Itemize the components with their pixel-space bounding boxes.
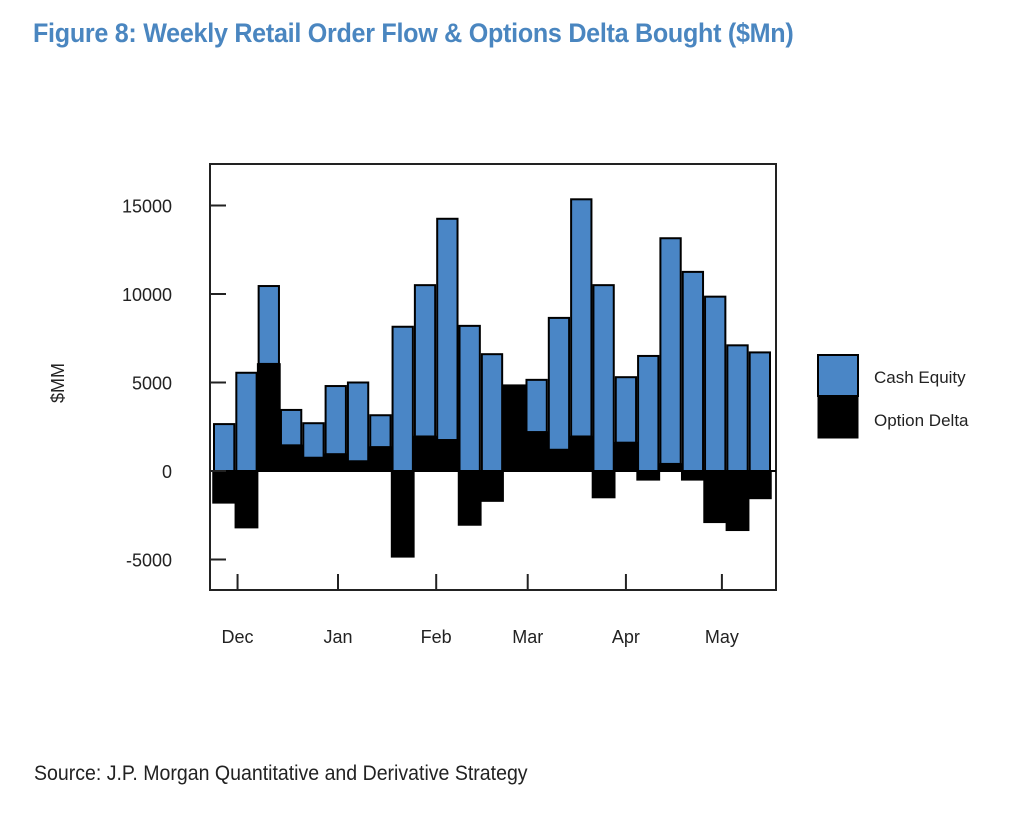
bar-option-delta: [636, 470, 661, 481]
bar-option-delta: [390, 470, 415, 558]
bar-option-delta: [480, 470, 504, 502]
bar-cash-equity: [413, 284, 437, 438]
bars-group: [212, 198, 772, 558]
bar-option-delta: [435, 439, 460, 472]
y-tick-label: 0: [162, 462, 172, 482]
bar-option-delta: [614, 441, 638, 472]
legend-label-cash-equity: Cash Equity: [874, 368, 966, 387]
x-tick-label: Dec: [222, 627, 254, 647]
bar-option-delta: [457, 470, 482, 526]
bar-option-delta: [301, 456, 326, 472]
bar-option-delta: [747, 470, 772, 500]
bar-option-delta: [591, 470, 616, 499]
y-axis-label: $MM: [48, 363, 68, 403]
bar-option-delta: [279, 444, 304, 472]
bar-option-delta: [368, 446, 393, 472]
bar-cash-equity: [346, 381, 370, 463]
bar-cash-equity: [213, 423, 236, 472]
bar-cash-equity: [324, 385, 347, 456]
bar-cash-equity: [659, 237, 682, 465]
bar-option-delta: [346, 460, 370, 472]
bar-cash-equity: [369, 414, 392, 449]
bar-cash-equity: [279, 408, 303, 447]
bar-cash-equity: [257, 285, 280, 365]
bar-cash-equity: [748, 351, 771, 472]
bar-option-delta: [680, 470, 705, 481]
y-tick-label: 15000: [122, 197, 172, 217]
bar-option-delta: [547, 449, 571, 472]
bar-cash-equity: [592, 284, 615, 472]
bar-cash-equity: [726, 344, 749, 472]
plot-frame: [209, 163, 777, 591]
legend-label-option-delta: Option Delta: [874, 411, 969, 430]
bar-option-delta: [658, 463, 683, 472]
bar-option-delta: [413, 435, 437, 472]
bar-option-delta: [212, 470, 237, 504]
chart-title: Figure 8: Weekly Retail Order Flow & Opt…: [33, 18, 794, 48]
bar-option-delta: [524, 431, 549, 472]
bar-cash-equity: [681, 270, 705, 472]
x-tick-label: Mar: [512, 627, 543, 647]
bar-option-delta: [569, 435, 594, 472]
y-tick-label: -5000: [126, 551, 172, 571]
bar-cash-equity: [614, 376, 638, 444]
bar-cash-equity: [436, 217, 459, 442]
bar-cash-equity: [525, 378, 548, 434]
y-tick-label: 5000: [132, 374, 172, 394]
bar-option-delta: [234, 470, 259, 529]
x-axis: Dec Jan Feb Mar Apr May: [222, 574, 739, 647]
bar-cash-equity: [235, 371, 258, 473]
x-tick-label: May: [705, 627, 739, 647]
bar-option-delta: [323, 453, 348, 472]
legend: Cash Equity Option Delta: [817, 354, 969, 439]
source-note: Source: J.P. Morgan Quantitative and Der…: [34, 762, 528, 785]
bar-option-delta: [703, 470, 728, 524]
bar-option-delta: [256, 363, 281, 472]
bar-cash-equity: [458, 324, 481, 472]
x-tick-label: Feb: [421, 627, 452, 647]
y-axis: -5000 0 5000 10000 15000: [122, 197, 226, 571]
bar-cash-equity: [391, 325, 414, 472]
legend-swatch-option-delta: [817, 396, 859, 439]
bar-cash-equity: [547, 316, 571, 451]
bar-option-delta: [502, 384, 527, 472]
bar-cash-equity: [570, 198, 593, 438]
x-tick-label: Jan: [323, 627, 352, 647]
bar-cash-equity: [637, 354, 660, 473]
x-tick-label: Apr: [612, 627, 640, 647]
y-tick-label: 10000: [122, 285, 172, 305]
legend-swatch-cash-equity: [817, 354, 859, 397]
bar-option-delta: [725, 470, 750, 532]
bar-cash-equity: [704, 295, 727, 472]
bar-cash-equity: [302, 422, 325, 459]
bar-cash-equity: [480, 353, 504, 472]
